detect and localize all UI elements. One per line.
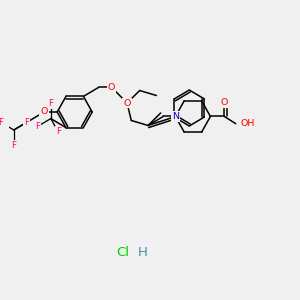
Text: F: F bbox=[35, 122, 40, 131]
Text: Cl: Cl bbox=[117, 245, 130, 259]
Text: N: N bbox=[172, 112, 179, 121]
Text: F: F bbox=[0, 118, 3, 127]
Text: N: N bbox=[172, 112, 179, 121]
Text: F: F bbox=[48, 99, 53, 108]
Text: F: F bbox=[11, 141, 16, 150]
Text: H: H bbox=[138, 245, 148, 259]
Text: O: O bbox=[40, 107, 48, 116]
Text: O: O bbox=[221, 98, 228, 107]
Text: OH: OH bbox=[241, 119, 255, 128]
Text: O: O bbox=[123, 98, 131, 107]
Text: F: F bbox=[24, 118, 29, 127]
Text: O: O bbox=[108, 83, 116, 92]
Text: F: F bbox=[56, 127, 61, 136]
